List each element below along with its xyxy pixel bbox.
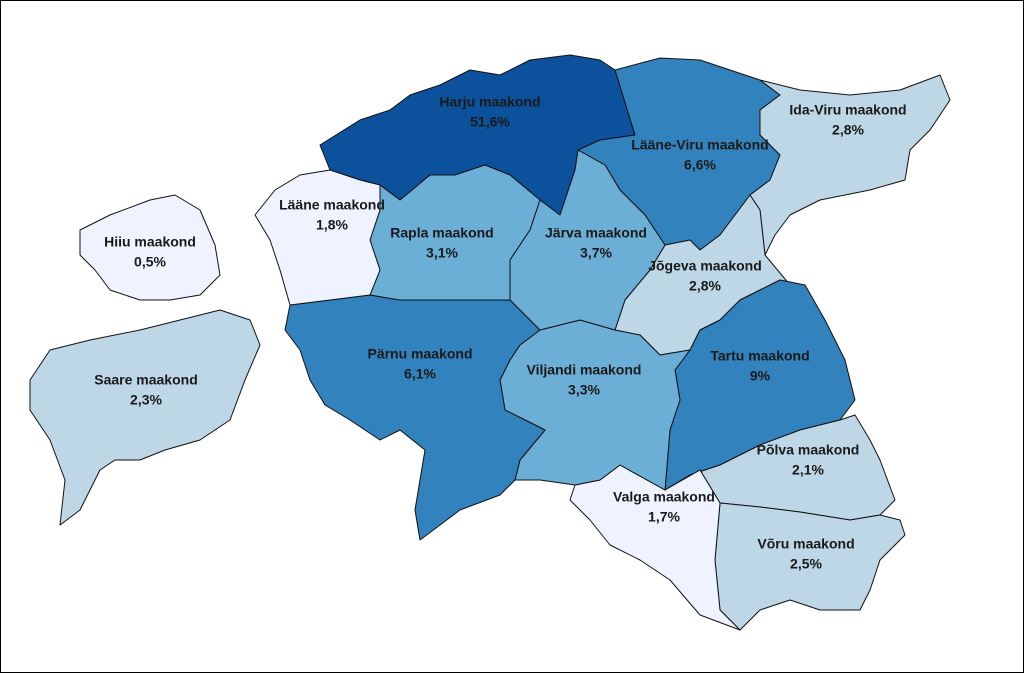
region-name: Rapla maakond: [390, 225, 493, 241]
labels: Harju maakond 51,6% Lääne-Viru maakond 6,6%…: [94, 94, 906, 572]
region-value: 51,6%: [470, 114, 510, 130]
region: [254, 169, 381, 306]
region-name: Saare maakond: [94, 372, 198, 388]
region-value: 2,8%: [689, 278, 721, 294]
region: [509, 149, 666, 331]
region: [79, 194, 221, 301]
region-value: 1,7%: [648, 509, 680, 525]
region-value: 0,5%: [134, 254, 166, 270]
region-name: Tartu maakond: [710, 348, 809, 364]
region-value: 2,5%: [790, 556, 822, 572]
region-value: 9%: [750, 368, 771, 384]
region-value: 6,1%: [404, 366, 436, 382]
region-name: Harju maakond: [439, 94, 540, 110]
region-name: Jõgeva maakond: [648, 258, 762, 274]
region-value: 6,6%: [684, 157, 716, 173]
regions: [29, 54, 951, 631]
region: [569, 464, 741, 631]
region-name: Hiiu maakond: [104, 234, 196, 250]
region-value: 3,1%: [426, 245, 458, 261]
region-name: Võru maakond: [757, 536, 854, 552]
region: [749, 74, 951, 256]
region-name: Järva maakond: [545, 225, 647, 241]
region-value: 2,1%: [792, 462, 824, 478]
region-name: Põlva maakond: [757, 442, 860, 458]
region-name: Pärnu maakond: [367, 346, 472, 362]
region-name: Lääne maakond: [279, 197, 385, 213]
region: [29, 309, 261, 526]
region-name: Viljandi maakond: [527, 362, 642, 378]
region-name: Ida-Viru maakond: [789, 102, 906, 118]
region-value: 3,7%: [580, 245, 612, 261]
region-value: 1,8%: [316, 217, 348, 233]
region-value: 3,3%: [568, 382, 600, 398]
region-value: 2,8%: [832, 122, 864, 138]
region-name: Lääne-Viru maakond: [631, 137, 768, 153]
region-name: Valga maakond: [613, 489, 715, 505]
region-value: 2,3%: [130, 392, 162, 408]
